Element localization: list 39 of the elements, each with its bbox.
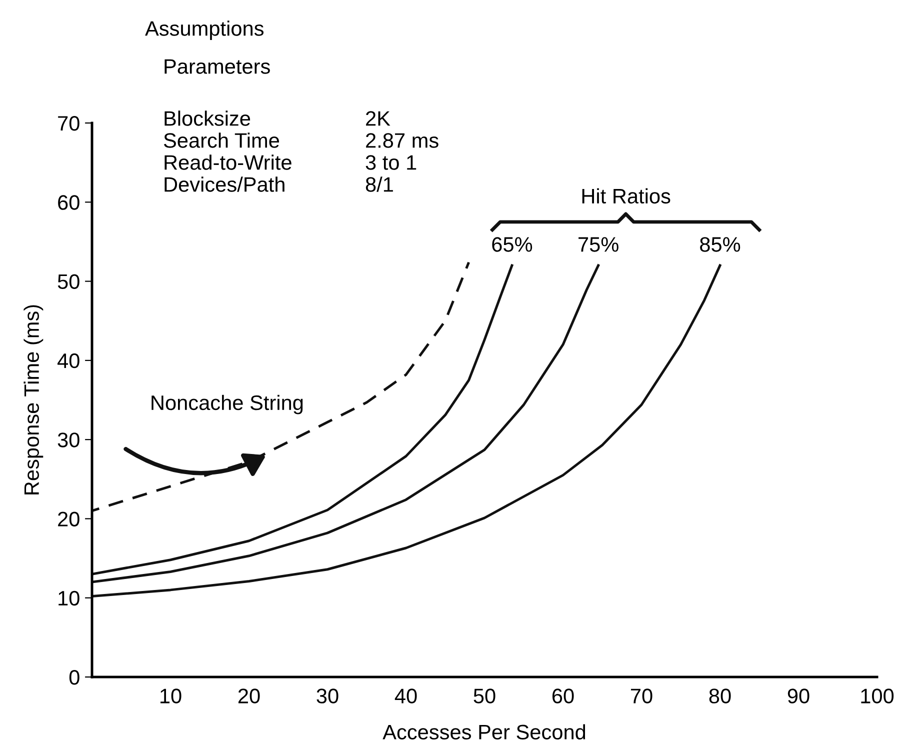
annotation: Read-to-Write xyxy=(164,154,292,170)
y-tick-label: 40 xyxy=(58,353,80,368)
annotation: Blocksize xyxy=(164,110,250,126)
annotation: Search Time xyxy=(164,132,280,148)
annotation: Devices/Path xyxy=(164,176,284,192)
x-tick-label: 40 xyxy=(394,688,417,704)
line-series xyxy=(92,264,600,584)
line-series xyxy=(92,264,722,598)
annotation: 3 to 1 xyxy=(366,155,416,170)
x-tick-label: 90 xyxy=(788,688,810,704)
annotation: 2.87 ms xyxy=(366,133,438,148)
y-tick-label: 10 xyxy=(58,590,80,606)
annotation: Hit Ratios xyxy=(582,188,670,204)
y-axis-title: Response Time (ms) xyxy=(24,305,44,494)
series-label: 85% xyxy=(700,237,740,252)
y-tick-label: 70 xyxy=(58,116,80,131)
x-tick-label: 30 xyxy=(316,688,338,704)
x-tick-label: 80 xyxy=(709,688,731,704)
line-series xyxy=(92,261,470,512)
line-series xyxy=(92,264,514,576)
y-tick-label: 50 xyxy=(58,274,80,290)
x-axis-title: Accesses Per Second xyxy=(382,724,586,740)
x-tick-label: 60 xyxy=(552,688,574,704)
series-label: 65% xyxy=(492,237,532,252)
annotation: 8/1 xyxy=(366,176,393,192)
x-tick-label: 70 xyxy=(630,688,652,704)
y-tick-label: 60 xyxy=(58,195,80,210)
y-tick-label: 20 xyxy=(58,512,80,526)
x-tick-label: 50 xyxy=(474,688,496,704)
annotation: 2K xyxy=(366,111,390,126)
series-label: 75% xyxy=(578,237,618,252)
text: Parameters xyxy=(164,59,270,74)
y-tick-label: 30 xyxy=(58,432,80,448)
x-tick-label: 20 xyxy=(238,688,260,704)
series-label: Noncache String xyxy=(152,394,303,414)
text: Assumptions xyxy=(145,20,264,40)
y-tick-label: 0 xyxy=(69,670,80,685)
x-tick-label: 10 xyxy=(160,688,182,704)
x-tick-label: 100 xyxy=(861,688,894,704)
